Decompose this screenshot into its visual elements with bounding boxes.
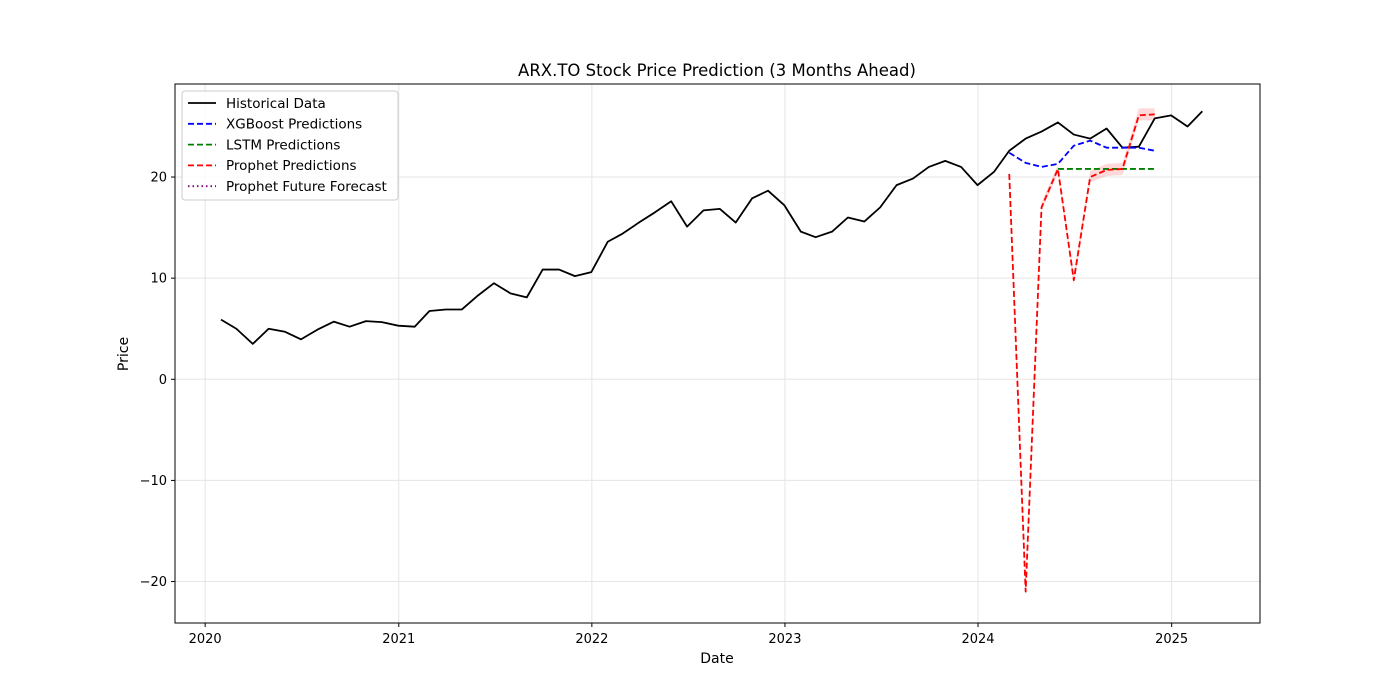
- legend-label: Prophet Future Forecast: [226, 179, 387, 195]
- series-lines: [220, 110, 1203, 593]
- grid: [175, 84, 1260, 623]
- chart-title: ARX.TO Stock Price Prediction (3 Months …: [518, 61, 916, 80]
- x-tick-label: 2025: [1155, 632, 1188, 647]
- legend: Historical Data XGBoost Predictions LSTM P…: [181, 90, 399, 201]
- x-tick-label: 2024: [961, 632, 994, 647]
- legend-label: Prophet Predictions: [226, 158, 357, 174]
- y-tick-label: −10: [140, 474, 167, 489]
- x-tick-label: 2022: [575, 632, 608, 647]
- x-tick-label: 2020: [189, 632, 222, 647]
- x-axis-label: Date: [700, 651, 733, 667]
- x-tick-label: 2023: [768, 632, 801, 647]
- y-tick-label: 20: [150, 171, 167, 186]
- y-axis-label: Price: [116, 337, 132, 371]
- y-tick-label: 10: [150, 272, 167, 287]
- series-line-prophet-predictions: [1008, 113, 1155, 593]
- legend-label: XGBoost Predictions: [226, 117, 362, 133]
- y-tick-label: 0: [159, 373, 167, 388]
- series-line-xgboost-predictions: [1008, 139, 1155, 168]
- legend-label: LSTM Predictions: [226, 137, 340, 153]
- legend-box: [181, 90, 399, 201]
- legend-label: Historical Data: [226, 96, 326, 112]
- axis-ticks: 2020 2021 2022 2023 2024 2025 −20 −10 0 10 20: [140, 171, 1189, 647]
- series-line-historical-data: [220, 110, 1203, 345]
- y-tick-label: −20: [140, 575, 167, 590]
- plot-frame: [174, 83, 1261, 624]
- x-tick-label: 2021: [382, 632, 415, 647]
